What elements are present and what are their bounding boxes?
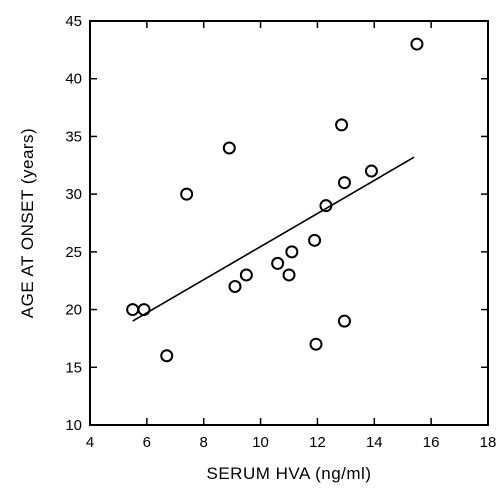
y-tick-label: 15: [65, 359, 82, 376]
axis-ticks: 4 6 8 10 12 14 16 18 10 15 20 25 30 35 40 45: [65, 13, 496, 451]
x-tick-label: 6: [143, 434, 151, 451]
x-tick-label: 18: [480, 434, 497, 451]
regression-line: [132, 156, 415, 322]
x-tick-label: 10: [252, 434, 269, 451]
y-tick-label: 10: [65, 417, 82, 434]
data-point: [309, 337, 323, 351]
x-tick-label: 16: [423, 434, 440, 451]
plot-frame: [89, 20, 489, 426]
data-point: [282, 268, 296, 282]
data-point: [337, 176, 351, 190]
y-tick-label: 45: [65, 13, 82, 30]
data-point: [410, 37, 424, 51]
regression-line-group: [132, 156, 415, 322]
data-points: [126, 37, 424, 363]
y-tick-label: 25: [65, 244, 82, 261]
data-point: [319, 199, 333, 213]
data-point: [160, 349, 174, 363]
data-point: [335, 118, 349, 132]
y-tick-label: 30: [65, 186, 82, 203]
y-tick-label: 40: [65, 71, 82, 88]
data-point: [126, 303, 140, 317]
data-point: [228, 279, 242, 293]
x-tick-label: 4: [86, 434, 94, 451]
y-tick-label: 35: [65, 128, 82, 145]
data-point: [271, 256, 285, 270]
y-tick-label: 20: [65, 302, 82, 319]
x-axis-label: SERUM HVA (ng/ml): [207, 464, 372, 483]
y-axis-label: AGE AT ONSET (years): [18, 128, 37, 318]
data-point: [180, 187, 194, 201]
data-point: [308, 233, 322, 247]
data-point: [337, 314, 351, 328]
data-point: [222, 141, 236, 155]
x-tick-label: 12: [309, 434, 326, 451]
data-point: [364, 164, 378, 178]
data-point: [137, 303, 151, 317]
x-tick-label: 14: [366, 434, 383, 451]
data-point: [239, 268, 253, 282]
x-tick-label: 8: [200, 434, 208, 451]
data-point: [285, 245, 299, 259]
